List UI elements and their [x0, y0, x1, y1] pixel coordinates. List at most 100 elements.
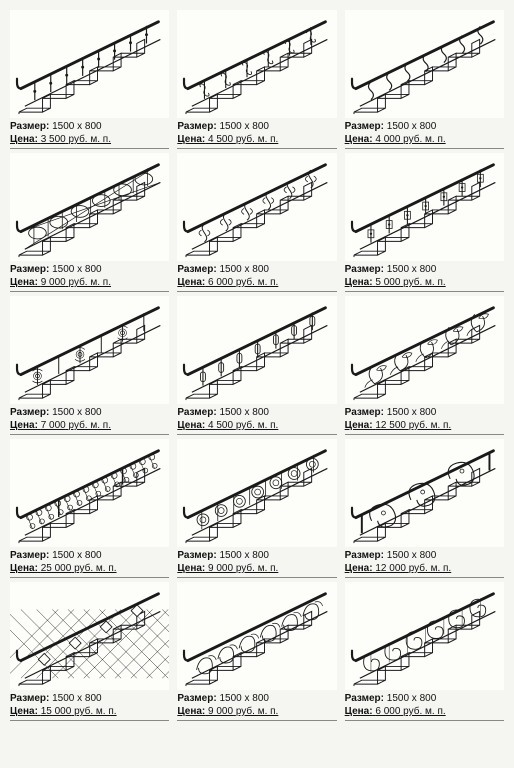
price-value: 9 000 — [41, 277, 66, 288]
item-caption: Размер: 1500 x 800 Цена: 15 000 руб. м. п… — [10, 692, 169, 721]
price-value: 4 500 — [208, 420, 233, 431]
price-value: 25 000 — [41, 563, 72, 574]
railing-illustration — [177, 582, 336, 690]
size-value: 1500 x 800 — [52, 264, 102, 275]
price-value: 12 500 — [375, 420, 406, 431]
size-value: 1500 x 800 — [219, 264, 269, 275]
price-unit: руб. м. п. — [74, 706, 116, 717]
catalog-item: Размер: 1500 x 800 Цена: 7 000 руб. м. п. — [10, 296, 169, 435]
price-label: Цена: — [345, 563, 373, 574]
size-label: Размер: — [10, 693, 49, 704]
price-unit: руб. м. п. — [236, 706, 278, 717]
price-unit: руб. м. п. — [403, 706, 445, 717]
railing-illustration — [345, 296, 504, 404]
price-label: Цена: — [177, 420, 205, 431]
size-label: Размер: — [345, 264, 384, 275]
price-value: 4 000 — [375, 134, 400, 145]
railing-illustration — [10, 296, 169, 404]
item-caption: Размер: 1500 x 800 Цена: 7 000 руб. м. п. — [10, 406, 169, 435]
size-value: 1500 x 800 — [219, 121, 269, 132]
price-value: 5 000 — [375, 277, 400, 288]
size-value: 1500 x 800 — [52, 407, 102, 418]
size-label: Размер: — [345, 407, 384, 418]
size-label: Размер: — [10, 264, 49, 275]
price-unit: руб. м. п. — [69, 277, 111, 288]
railing-illustration — [177, 153, 336, 261]
catalog-item: Размер: 1500 x 800Цена: 6 000 руб. м. п. — [345, 582, 504, 721]
size-label: Размер: — [345, 121, 384, 132]
size-value: 1500 x 800 — [387, 693, 437, 704]
railing-illustration — [10, 439, 169, 547]
price-value: 15 000 — [41, 706, 72, 717]
size-label: Размер: — [10, 550, 49, 561]
catalog-item: Размер: 1500 x 800Цена: 6 000 руб. м. п. — [177, 153, 336, 292]
size-label: Размер: — [345, 693, 384, 704]
item-caption: Размер: 1500 x 800Цена: 5 000 руб. м. п. — [345, 263, 504, 292]
price-value: 12 000 — [375, 563, 406, 574]
price-value: 7 000 — [41, 420, 66, 431]
item-caption: Размер: 1500 x 800Цена: 4 500 руб. м. п. — [177, 120, 336, 149]
railing-illustration — [177, 296, 336, 404]
item-caption: Размер: 1500 x 800Цена: 6 000 руб. м. п. — [177, 263, 336, 292]
price-value: 6 000 — [375, 706, 400, 717]
item-caption: Размер: 1500 x 800Цена: 3 500 руб. м. п. — [10, 120, 169, 149]
price-label: Цена: — [10, 706, 38, 717]
item-caption: Размер: 1500 x 800Цена: 12 000 руб. м. п… — [345, 549, 504, 578]
item-caption: Размер: 1500 x 800 Цена: 25 000 руб. м. п… — [10, 549, 169, 578]
railing-illustration — [10, 153, 169, 261]
catalog-item: Размер: 1500 x 800Цена: 12 000 руб. м. п… — [345, 439, 504, 578]
catalog-item: Размер: 1500 x 800Цена: 12 500 руб. м. п… — [345, 296, 504, 435]
price-label: Цена: — [177, 134, 205, 145]
price-label: Цена: — [10, 277, 38, 288]
railing-catalog-grid: Размер: 1500 x 800Цена: 3 500 руб. м. п.… — [10, 10, 504, 721]
railing-illustration — [345, 439, 504, 547]
price-unit: руб. м. п. — [236, 277, 278, 288]
price-label: Цена: — [10, 420, 38, 431]
item-caption: Размер: 1500 x 800Цена: 9 000 руб. м. п. — [177, 692, 336, 721]
size-label: Размер: — [177, 264, 216, 275]
size-value: 1500 x 800 — [219, 693, 269, 704]
catalog-item: Размер: 1500 x 800Цена: 5 000 руб. м. п. — [345, 153, 504, 292]
catalog-item: Размер: 1500 x 800Цена: 9 000 руб. м. п. — [177, 582, 336, 721]
catalog-item: Размер: 1500 x 800Цена: 4 500 руб. м. п. — [177, 10, 336, 149]
catalog-item: Размер: 1500 x 800 Цена: 25 000 руб. м. п… — [10, 439, 169, 578]
item-caption: Размер: 1500 x 800Цена: 4 500 руб. м. п. — [177, 406, 336, 435]
price-value: 3 500 — [41, 134, 66, 145]
catalog-item: Размер: 1500 x 800 Цена: 4 000 руб. м. п. — [345, 10, 504, 149]
price-value: 9 000 — [208, 563, 233, 574]
price-unit: руб. м. п. — [69, 134, 111, 145]
price-unit: руб. м. п. — [69, 420, 111, 431]
size-value: 1500 x 800 — [387, 121, 437, 132]
price-value: 9 000 — [208, 706, 233, 717]
size-label: Размер: — [10, 407, 49, 418]
size-value: 1500 x 800 — [387, 550, 437, 561]
size-value: 1500 x 800 — [52, 693, 102, 704]
price-label: Цена: — [345, 420, 373, 431]
catalog-item: Размер: 1500 x 800 Цена: 15 000 руб. м. п… — [10, 582, 169, 721]
size-label: Размер: — [177, 407, 216, 418]
price-label: Цена: — [10, 134, 38, 145]
price-unit: руб. м. п. — [236, 563, 278, 574]
item-caption: Размер: 1500 x 800 Цена: 4 000 руб. м. п. — [345, 120, 504, 149]
size-label: Размер: — [177, 121, 216, 132]
price-unit: руб. м. п. — [74, 563, 116, 574]
price-label: Цена: — [10, 563, 38, 574]
price-unit: руб. м. п. — [403, 134, 445, 145]
size-label: Размер: — [177, 550, 216, 561]
railing-illustration — [177, 10, 336, 118]
railing-illustration — [345, 582, 504, 690]
price-unit: руб. м. п. — [409, 420, 451, 431]
catalog-item: Размер: 1500 x 800Цена: 4 500 руб. м. п. — [177, 296, 336, 435]
size-label: Размер: — [10, 121, 49, 132]
railing-illustration — [10, 582, 169, 690]
price-unit: руб. м. п. — [236, 134, 278, 145]
price-unit: руб. м. п. — [403, 277, 445, 288]
size-value: 1500 x 800 — [387, 264, 437, 275]
catalog-item: Размер: 1500 x 800 Цена: 9 000 руб. м. п. — [10, 153, 169, 292]
price-label: Цена: — [345, 134, 373, 145]
size-value: 1500 x 800 — [52, 550, 102, 561]
price-unit: руб. м. п. — [409, 563, 451, 574]
size-value: 1500 x 800 — [219, 407, 269, 418]
railing-illustration — [10, 10, 169, 118]
price-value: 6 000 — [208, 277, 233, 288]
